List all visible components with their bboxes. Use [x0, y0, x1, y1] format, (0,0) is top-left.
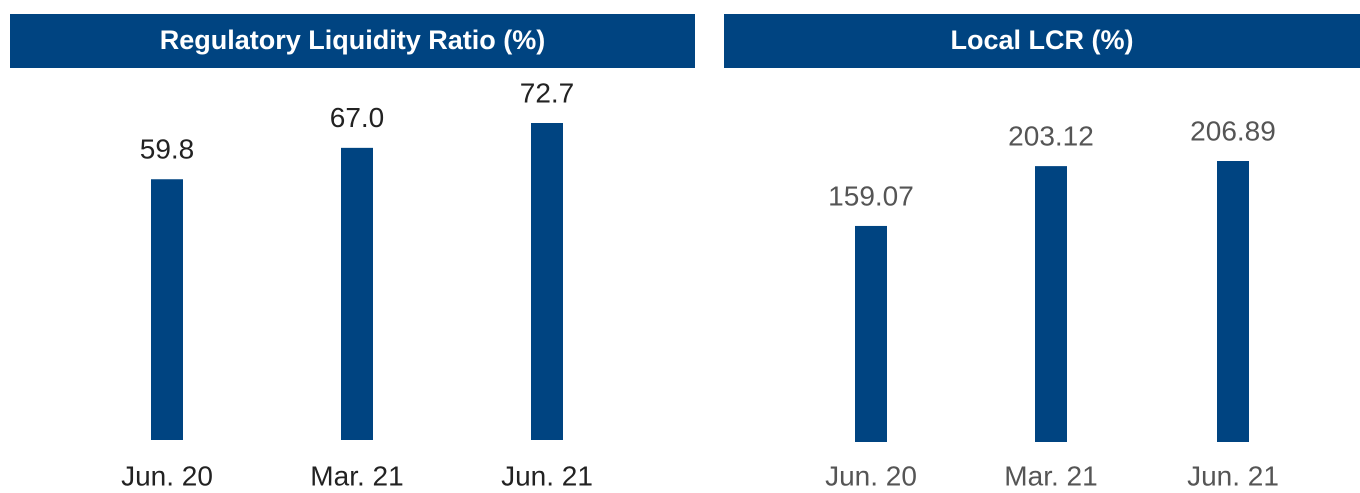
bar: [1217, 161, 1249, 442]
chart-title: Local LCR (%): [950, 25, 1133, 55]
value-label: 67.0: [330, 102, 385, 133]
value-label: 203.12: [1008, 121, 1094, 152]
x-tick-label: Jun. 20: [825, 460, 917, 491]
title-bar: [10, 14, 695, 68]
title-bar: [724, 14, 1360, 68]
value-label: 159.07: [828, 180, 914, 211]
chart-title: Regulatory Liquidity Ratio (%): [160, 25, 546, 55]
value-label: 72.7: [520, 77, 575, 108]
bar: [151, 179, 183, 440]
x-tick-label: Jun. 20: [121, 460, 213, 491]
x-tick-label: Mar. 21: [310, 460, 403, 491]
bar: [531, 123, 563, 440]
bar: [855, 225, 887, 442]
x-tick-label: Mar. 21: [1004, 460, 1097, 491]
x-tick-label: Jun. 21: [501, 460, 593, 491]
x-tick-label: Jun. 21: [1187, 460, 1279, 491]
value-label: 59.8: [140, 134, 195, 165]
bar: [341, 147, 373, 441]
bar: [1035, 166, 1067, 442]
value-label: 206.89: [1190, 115, 1276, 146]
